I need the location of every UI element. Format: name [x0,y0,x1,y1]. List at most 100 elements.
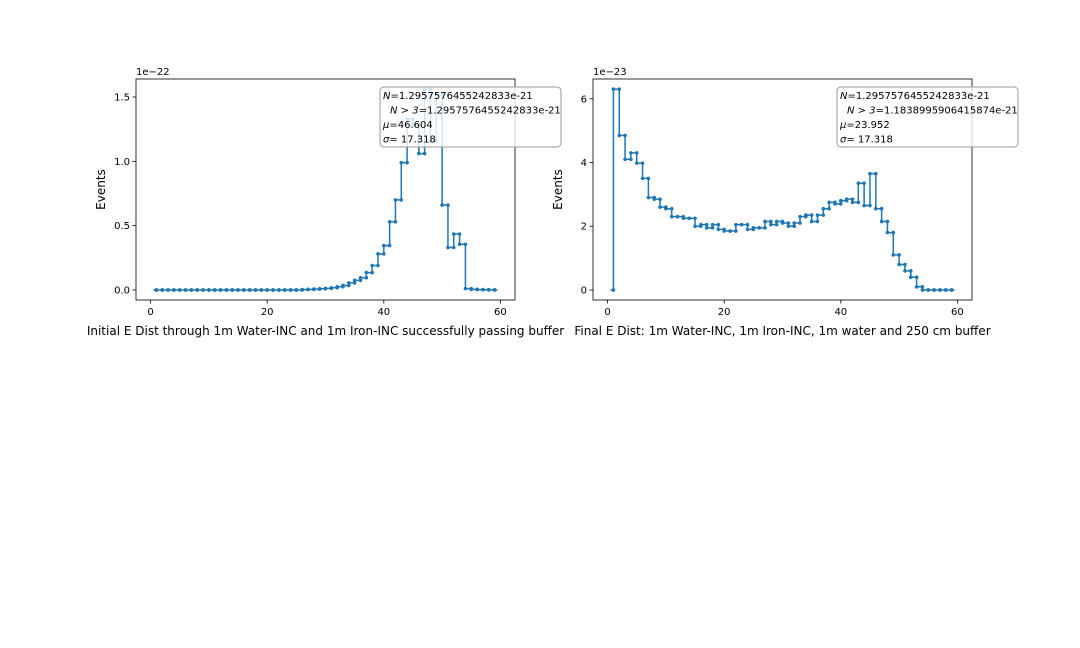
data-point [352,281,357,285]
data-point [481,287,485,292]
y-axis-label: Events [551,169,565,210]
data-point [786,221,791,225]
data-point [399,198,404,202]
chart-title: Initial E Dist through 1m Water-INC and … [87,324,564,338]
data-point [160,288,165,292]
data-point [850,200,855,205]
data-point [769,222,773,227]
data-point [763,226,767,230]
data-point [839,202,843,206]
data-point [827,200,831,205]
data-point [792,221,796,225]
data-point [623,157,627,162]
data-point [201,288,205,292]
data-point [844,197,849,201]
x-tick-label: 40 [834,307,847,318]
data-point [277,288,281,292]
data-point [804,213,808,217]
data-point [780,221,785,225]
y-tick-label: 0 [581,285,587,296]
data-point [652,197,657,201]
data-point [195,288,200,292]
data-point [370,263,374,268]
data-point [364,270,369,275]
data-point [457,242,462,247]
data-point [862,181,866,186]
x-tick-label: 60 [494,307,507,318]
data-point [382,243,386,248]
data-point [897,262,901,267]
data-point [850,197,855,201]
stats-box [379,86,562,148]
data-point [938,288,942,292]
stat-line: N=1.2957576455242833e-21 [383,91,533,102]
data-point [399,160,404,165]
data-point [306,287,310,292]
stat-symbol: σ [383,135,390,146]
data-point [862,203,866,208]
y-tick-label: 2 [581,222,587,233]
data-point [172,288,176,292]
data-point [879,206,884,211]
data-point [798,214,802,219]
data-point [693,224,697,229]
data-point [704,222,709,227]
data-point [370,270,374,275]
data-point [629,151,633,155]
data-point [856,181,861,186]
stat-line: N=1.2957576455242833e-21 [840,91,990,102]
data-point [734,222,738,227]
stat-value: =1.1838995906415874e-21 [876,106,1018,117]
data-point [166,288,170,292]
x-tick-label: 40 [377,307,390,318]
data-point [623,133,627,138]
data-point [908,269,913,273]
y-tick-label: 1.5 [114,93,130,104]
data-point [376,252,380,256]
data-point [341,283,345,288]
data-point [611,87,616,91]
y-offset-label: 1e−23 [593,67,627,78]
data-point [903,262,907,267]
data-point [704,226,709,230]
data-point [271,288,275,292]
data-point [634,151,639,155]
stat-value: =1.2957576455242833e-21 [419,106,561,117]
data-point [259,288,264,292]
data-point [926,288,931,292]
data-point [728,229,732,233]
data-point [224,288,229,292]
data-point [446,203,450,207]
data-point [757,226,761,230]
data-point [734,229,738,233]
data-point [183,288,188,292]
stat-symbol: N [383,91,391,102]
data-point [646,176,651,181]
data-point [212,288,217,292]
y-tick-label: 0.0 [114,285,130,296]
x-tick-label: 20 [718,307,731,318]
data-point [288,288,293,292]
data-point [446,245,450,250]
data-point [903,269,907,273]
stat-value: = 17.318 [846,135,893,146]
data-point [451,232,456,236]
axes-frame [135,78,516,301]
stat-symbol: N > 3 [390,106,419,117]
stat-line: N > 3=1.1838995906415874e-21 [847,106,1018,117]
stats-box [836,86,1019,148]
data-point [393,219,398,224]
data-point [821,213,826,217]
data-point [891,230,896,235]
data-point [376,263,380,268]
data-point [282,288,287,292]
data-point [792,224,796,229]
data-point [716,227,721,232]
data-point [634,161,639,165]
data-point [658,197,662,201]
data-point [492,288,497,292]
data-point [885,230,890,235]
data-point [207,288,211,292]
data-point [177,288,182,292]
stat-symbol: N [840,91,848,102]
